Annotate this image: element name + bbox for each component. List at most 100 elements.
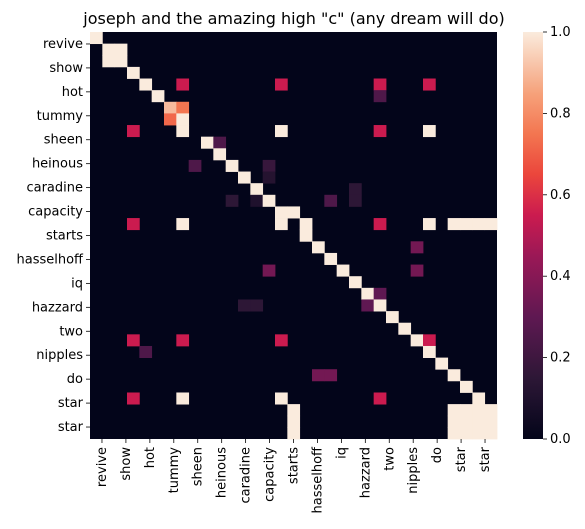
heatmap-cell <box>472 427 486 440</box>
heatmap-cell <box>262 194 276 207</box>
heatmap-cell <box>250 299 264 312</box>
y-axis-ticks: revive show hot tummy sheen heinous caradine ca… <box>16 37 90 435</box>
heatmap-cell <box>472 218 486 231</box>
heatmap-cell <box>460 218 473 231</box>
x-tick-label: star <box>478 446 493 472</box>
y-tick-label: iq <box>71 276 83 291</box>
heatmap-cell <box>275 392 288 405</box>
x-tick-label: nipples <box>406 447 421 494</box>
heatmap-cell <box>90 32 103 45</box>
y-tick-label: caradine <box>26 181 83 196</box>
heatmap-cell <box>238 299 251 312</box>
heatmap-cell <box>484 404 498 417</box>
heatmap-cell <box>447 404 461 417</box>
y-tick-label: tummy <box>37 109 84 124</box>
heatmap-cell <box>312 369 325 382</box>
heatmap-cell <box>287 404 301 417</box>
heatmap-cell <box>349 183 362 196</box>
heatmap-cell <box>423 78 436 91</box>
y-tick-label: sheen <box>44 133 83 148</box>
heatmap-cell <box>447 218 461 231</box>
x-tick-label: do <box>430 447 445 463</box>
y-tick-label: hazzard <box>32 300 83 315</box>
heatmap-cell <box>164 101 177 114</box>
y-tick-label: nipples <box>36 348 83 363</box>
heatmap-cell <box>250 194 264 207</box>
y-tick-label: star <box>58 396 84 411</box>
x-tick-label: hasselhoff <box>310 446 325 514</box>
x-axis-ticks: revive show hot tummy sheen heinous caradine ca… <box>95 439 493 514</box>
colorbar-tick-label: 1.0 <box>550 25 571 40</box>
heatmap-cell <box>127 392 140 405</box>
heatmap-cell <box>447 427 461 440</box>
colorbar-tick-label: 0.0 <box>550 432 571 447</box>
x-tick-label: capacity <box>263 447 278 502</box>
heatmap-cell <box>164 113 177 126</box>
heatmap-cell <box>262 264 276 277</box>
colorbar-gradient <box>523 32 543 439</box>
heatmap-cell <box>373 392 387 405</box>
heatmap-cell <box>472 415 486 428</box>
x-tick-label: tummy <box>167 447 182 494</box>
heatmap-cell <box>349 276 362 289</box>
x-tick-label: heinous <box>215 447 230 498</box>
heatmap-cell <box>324 252 338 265</box>
heatmap-cell <box>410 264 424 277</box>
heatmap-cell <box>262 159 276 172</box>
heatmap-cell <box>151 90 165 103</box>
y-tick-label: revive <box>43 37 83 52</box>
x-tick-label: revive <box>95 447 110 487</box>
heatmap-cell <box>460 427 473 440</box>
heatmap-cell <box>114 43 128 56</box>
y-tick-label: show <box>49 61 83 76</box>
heatmap-cell <box>324 194 338 207</box>
heatmap-cell <box>127 218 140 231</box>
heatmap-cell <box>275 78 288 91</box>
x-tick-label: sheen <box>191 447 206 486</box>
heatmap-cell <box>386 311 399 324</box>
heatmap-cell <box>423 125 436 138</box>
heatmap-cell <box>472 404 486 417</box>
heatmap-cell <box>373 299 387 312</box>
y-tick-label: starts <box>46 229 83 244</box>
heatmap-cell <box>484 427 498 440</box>
y-tick-label: capacity <box>28 205 83 220</box>
heatmap-cell <box>447 369 461 382</box>
heatmap-cell <box>373 78 387 91</box>
heatmap-cell <box>176 218 190 231</box>
heatmap-cell <box>238 171 251 184</box>
heatmap-cell <box>410 334 424 347</box>
heatmap-cell <box>423 218 436 231</box>
heatmap-cell <box>127 66 140 79</box>
heatmap-cell <box>188 159 202 172</box>
heatmap-cell <box>349 194 362 207</box>
y-tick-label: star <box>58 420 84 435</box>
heatmap-cell <box>250 183 264 196</box>
heatmap-cell <box>410 241 424 254</box>
heatmap-cell <box>460 415 473 428</box>
heatmap-cell <box>299 229 313 242</box>
heatmap-cell <box>361 287 375 300</box>
x-tick-label: two <box>382 447 397 471</box>
heatmap-cell <box>287 427 301 440</box>
heatmap-cell <box>176 101 190 114</box>
heatmap-cells <box>90 32 498 440</box>
x-tick-label: hazzard <box>358 447 373 498</box>
y-tick-label: two <box>59 324 83 339</box>
x-tick-label: iq <box>334 447 349 459</box>
heatmap-cell <box>102 43 116 56</box>
heatmap-cell <box>287 206 301 219</box>
heatmap-background <box>90 32 497 439</box>
heatmap-cell <box>275 206 288 219</box>
heatmap-cell <box>373 218 387 231</box>
heatmap-cell <box>373 125 387 138</box>
heatmap-cell <box>213 148 227 161</box>
heatmap-cell <box>225 194 239 207</box>
heatmap-cell <box>287 415 301 428</box>
heatmap-cell <box>460 404 473 417</box>
heatmap-cell <box>176 78 190 91</box>
heatmap-cell <box>127 125 140 138</box>
y-tick-label: hot <box>62 85 83 100</box>
x-tick-label: star <box>454 446 469 472</box>
colorbar-tick-label: 0.2 <box>550 351 571 366</box>
